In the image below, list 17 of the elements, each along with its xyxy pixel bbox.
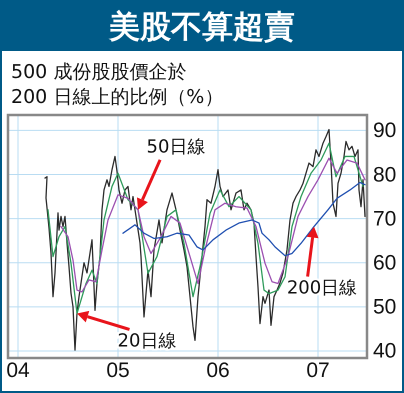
x-tick-label: 04 [6,358,30,382]
annotation: 20日線 [118,330,176,352]
y-tick-label: 80 [373,163,396,186]
y-tick-label: 50 [373,296,396,319]
y-tick-label: 60 [373,251,396,274]
annotation: 50日線 [146,136,206,158]
x-tick-label: 06 [206,358,230,382]
y-tick-label: 70 [373,207,396,230]
annotation: 200日線 [286,278,358,298]
y-tick-label: 40 [373,340,396,363]
line-series [44,128,366,351]
chart-subtitle: 500 成份股股價企於 200 日線上的比例（%） [11,61,224,108]
chart-title: 美股不算超賣 [108,9,295,45]
x-tick-label: 05 [106,358,130,382]
x-tick-label: 07 [306,358,330,382]
line-series [122,182,366,256]
y-tick-label: 90 [373,119,396,142]
